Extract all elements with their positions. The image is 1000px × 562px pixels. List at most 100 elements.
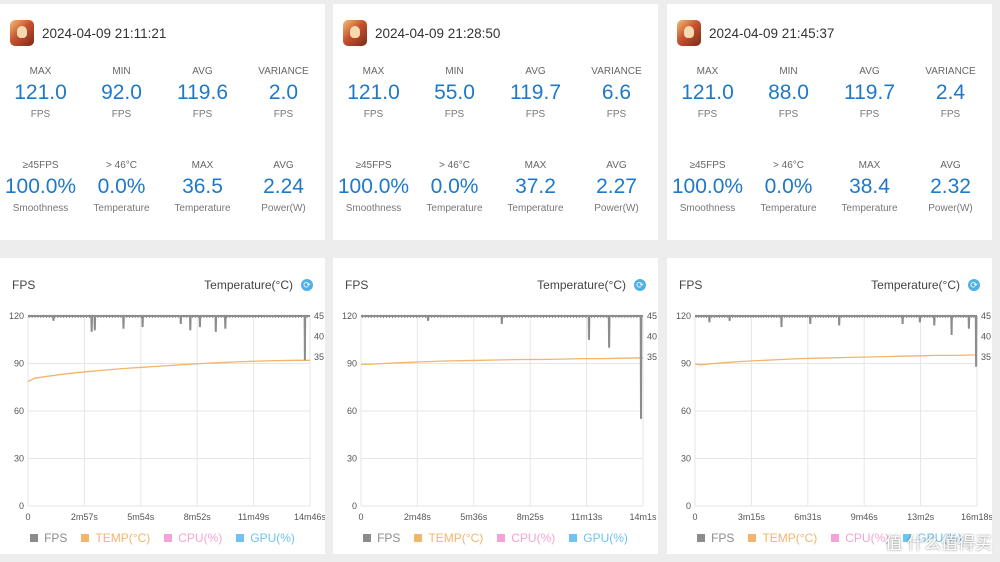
session-header: 2024-04-09 21:28:50 xyxy=(343,18,500,48)
legend-item[interactable]: GPU(%) xyxy=(569,531,628,545)
refresh-icon[interactable]: ⟳ xyxy=(634,279,646,291)
legend-swatch xyxy=(81,534,90,542)
stat-value: 121.0 xyxy=(14,81,67,104)
fps-variance-stat: VARIANCE 2.0 FPS xyxy=(243,66,324,120)
legend-swatch xyxy=(697,534,706,542)
fps-axis-title: FPS xyxy=(12,278,36,292)
fps-series-line xyxy=(28,315,310,361)
fps-temperature-chart: 0 2m57s 5m54s 8m52s 11m49s 14m46s 0 30 60 90 120 35… xyxy=(9,311,325,522)
legend-swatch xyxy=(30,534,39,542)
avg-power-stat: AVG 2.32 Power(W) xyxy=(910,160,991,214)
stat-value: 2.32 xyxy=(930,175,971,198)
legend-item[interactable]: GPU(%) xyxy=(236,531,295,545)
stat-label: MIN xyxy=(779,66,798,77)
stat-value: 38.4 xyxy=(849,175,890,198)
refresh-icon[interactable]: ⟳ xyxy=(301,279,313,291)
legend-swatch xyxy=(236,534,245,542)
legend-label: GPU(%) xyxy=(250,531,295,545)
max-temp-stat: MAX 37.2 Temperature xyxy=(495,160,576,214)
legend-item[interactable]: TEMP(°C) xyxy=(748,531,817,545)
stat-label: VARIANCE xyxy=(258,66,309,77)
stat-value: 119.7 xyxy=(844,81,895,104)
stat-label: > 46°C xyxy=(439,160,470,171)
game-app-icon xyxy=(343,20,367,46)
stat-value: 121.0 xyxy=(347,81,400,104)
stat-unit: FPS xyxy=(192,109,213,120)
stat-unit: Smoothness xyxy=(12,203,69,214)
fps-variance-stat: VARIANCE 6.6 FPS xyxy=(576,66,657,120)
over-temp-stat: > 46°C 0.0% Temperature xyxy=(81,160,162,214)
chart-legend: FPS TEMP(°C) CPU(%) GPU(%) xyxy=(333,531,658,545)
legend-item[interactable]: TEMP(°C) xyxy=(81,531,150,545)
legend-label: TEMP(°C) xyxy=(762,531,818,545)
x-tick-label: 11m13s xyxy=(571,512,603,522)
stat-label: ≥45FPS xyxy=(689,160,726,171)
stat-value: 0.0% xyxy=(97,175,146,198)
fps-avg-stat: AVG 119.7 FPS xyxy=(495,66,576,120)
fps-axis-title: FPS xyxy=(345,278,369,292)
temperature-axis-title: Temperature(°C) xyxy=(537,278,626,292)
chart-legend: FPS TEMP(°C) CPU(%) GPU(%) xyxy=(667,531,992,545)
stat-unit: FPS xyxy=(363,109,384,120)
legend-item[interactable]: FPS xyxy=(697,531,734,545)
temp-series-line xyxy=(694,354,978,366)
legend-item[interactable]: CPU(%) xyxy=(497,531,555,545)
stat-value: 121.0 xyxy=(681,81,734,104)
stat-label: ≥45FPS xyxy=(22,160,59,171)
x-tick-label: 3m15s xyxy=(738,512,766,522)
legend-label: GPU(%) xyxy=(583,531,628,545)
stat-label: > 46°C xyxy=(773,160,804,171)
stat-value: 119.6 xyxy=(177,81,228,104)
chart-legend: FPS TEMP(°C) CPU(%) GPU(%) xyxy=(0,531,325,545)
stat-unit: FPS xyxy=(697,109,718,120)
legend-item[interactable]: TEMP(°C) xyxy=(414,531,483,545)
fps-tick-label: 30 xyxy=(347,454,357,464)
fps-max-stat: MAX 121.0 FPS xyxy=(0,66,81,120)
fps-axis-title: FPS xyxy=(679,278,703,292)
stat-value: 2.0 xyxy=(268,81,299,104)
x-tick-label: 14m1s xyxy=(629,512,657,522)
legend-swatch xyxy=(363,534,372,542)
temperature-axis-title: Temperature(°C) xyxy=(871,278,960,292)
stat-value: 6.6 xyxy=(601,81,632,104)
legend-swatch xyxy=(748,534,757,542)
fps-stats-row: MAX 121.0 FPS MIN 55.0 FPS AVG 119.7 FPS… xyxy=(333,66,658,120)
legend-label: CPU(%) xyxy=(845,531,890,545)
stat-label: MAX xyxy=(696,66,719,77)
stat-unit: Power(W) xyxy=(594,203,639,214)
stat-value: 36.5 xyxy=(182,175,223,198)
stat-value: 2.24 xyxy=(263,175,304,198)
x-tick-label: 0 xyxy=(25,512,30,522)
legend-item[interactable]: CPU(%) xyxy=(831,531,889,545)
session-timestamp: 2024-04-09 21:28:50 xyxy=(375,25,501,41)
fps-max-stat: MAX 121.0 FPS xyxy=(333,66,414,120)
legend-swatch xyxy=(497,534,506,542)
x-tick-label: 8m25s xyxy=(517,512,545,522)
legend-label: FPS xyxy=(711,531,735,545)
stat-label: MAX xyxy=(191,160,214,171)
temp-tick-label: 45 xyxy=(314,311,324,321)
fps-min-stat: MIN 55.0 FPS xyxy=(414,66,495,120)
summary-card: 2024-04-09 21:45:37 MAX 121.0 FPS MIN 88… xyxy=(667,4,992,240)
stat-value: 119.7 xyxy=(510,81,561,104)
refresh-icon[interactable]: ⟳ xyxy=(968,279,980,291)
fps-min-stat: MIN 88.0 FPS xyxy=(748,66,829,120)
legend-item[interactable]: FPS xyxy=(363,531,400,545)
fps-min-stat: MIN 92.0 FPS xyxy=(81,66,162,120)
x-tick-label: 6m31s xyxy=(794,512,822,522)
max-temp-stat: MAX 38.4 Temperature xyxy=(829,160,910,214)
legend-item[interactable]: FPS xyxy=(30,531,67,545)
x-tick-label: 5m54s xyxy=(127,512,155,522)
legend-item[interactable]: CPU(%) xyxy=(164,531,222,545)
fps-temperature-chart: 0 2m48s 5m36s 8m25s 11m13s 14m1s 0 30 60 90 120 35 4… xyxy=(342,311,657,522)
avg-power-stat: AVG 2.27 Power(W) xyxy=(576,160,657,214)
smoothness-stat: ≥45FPS 100.0% Smoothness xyxy=(0,160,81,214)
stat-unit: Temperature xyxy=(507,203,564,214)
fps-tick-label: 120 xyxy=(676,311,691,321)
stat-unit: FPS xyxy=(273,109,294,120)
device-stats-row: ≥45FPS 100.0% Smoothness > 46°C 0.0% Tem… xyxy=(0,160,325,214)
fps-tick-label: 90 xyxy=(14,359,24,369)
legend-label: FPS xyxy=(44,531,68,545)
fps-temperature-chart-card: FPS Temperature(°C) ⟳ 0 2m57s 5m54s 8m52s 11… xyxy=(0,258,325,554)
legend-item[interactable]: GPU(%) xyxy=(903,531,962,545)
